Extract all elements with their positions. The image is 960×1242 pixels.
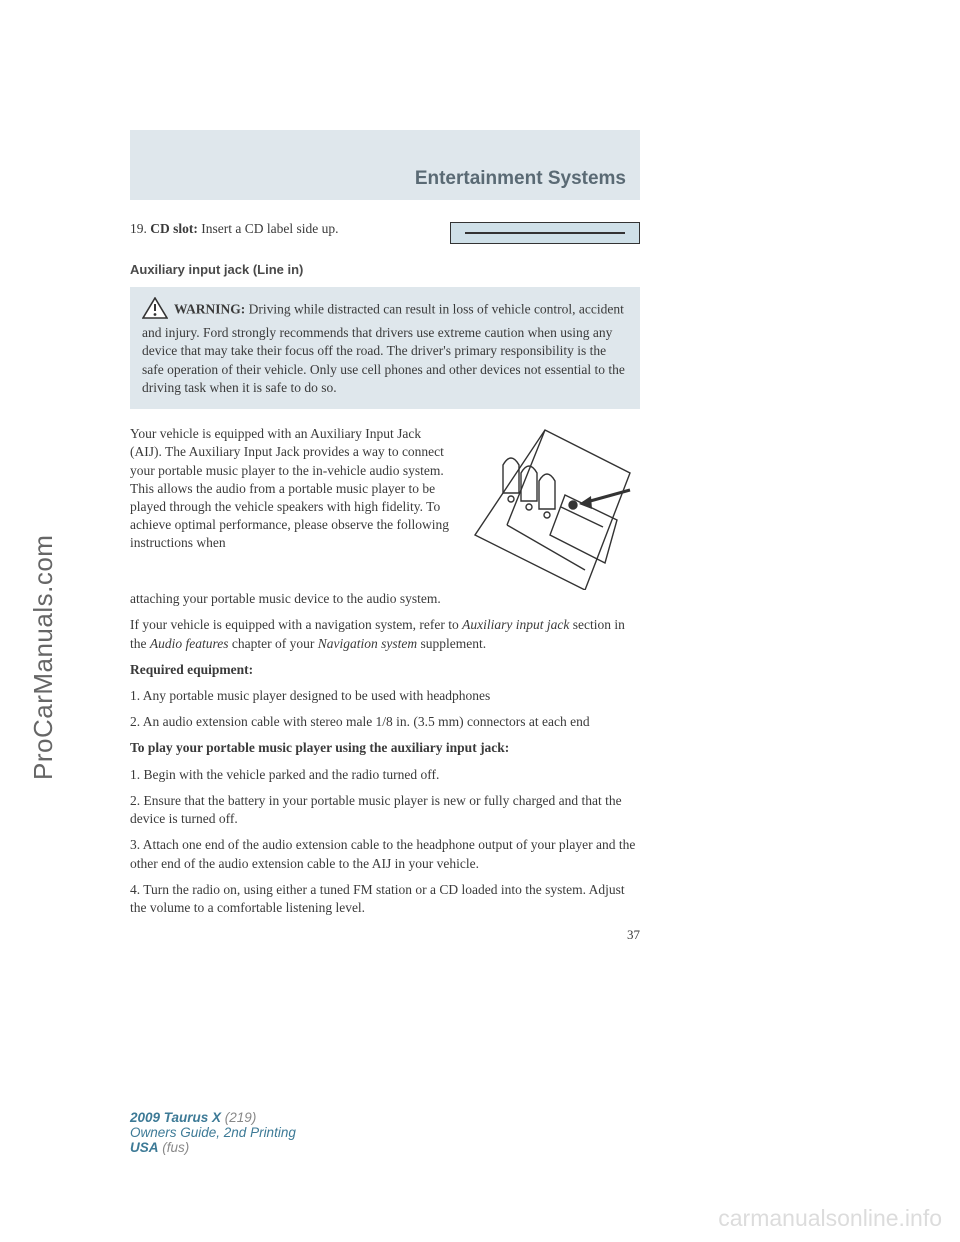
nav-post: supplement. <box>417 636 486 651</box>
nav-mid2: chapter of your <box>229 636 318 651</box>
item-19-rest: Insert a CD label side up. <box>198 221 339 236</box>
step-4: 4. Turn the radio on, using either a tun… <box>130 881 640 917</box>
nav-i3: Navigation system <box>318 636 417 651</box>
nav-note: If your vehicle is equipped with a navig… <box>130 616 640 652</box>
required-label-text: Required equipment: <box>130 662 253 677</box>
req-2: 2. An audio extension cable with stereo … <box>130 713 640 731</box>
cd-slot-icon <box>450 222 640 244</box>
aux-heading: Auxiliary input jack (Line in) <box>130 262 640 277</box>
play-label: To play your portable music player using… <box>130 739 640 757</box>
side-watermark: ProCarManuals.com <box>28 535 59 780</box>
footer-fus: (fus) <box>159 1140 190 1155</box>
section-title: Entertainment Systems <box>415 168 626 190</box>
aij-diagram-icon <box>465 425 640 590</box>
warning-triangle-icon <box>142 297 168 324</box>
footer-guide: Owners Guide, 2nd Printing <box>130 1125 296 1140</box>
page-content: Entertainment Systems 19. CD slot: Inser… <box>130 130 640 943</box>
req-1: 1. Any portable music player designed to… <box>130 687 640 705</box>
page-number: 37 <box>130 927 640 943</box>
footer-model: 2009 Taurus X <box>130 1110 221 1125</box>
item-19-bold: CD slot: <box>150 221 198 236</box>
item-19-row: 19. CD slot: Insert a CD label side up. <box>130 220 640 244</box>
nav-pre: If your vehicle is equipped with a navig… <box>130 617 462 632</box>
warning-box: WARNING: Driving while distracted can re… <box>130 287 640 409</box>
warning-label: WARNING: <box>174 302 245 317</box>
nav-i1: Auxiliary input jack <box>462 617 569 632</box>
bottom-watermark: carmanualsonline.info <box>718 1205 942 1232</box>
footer-country: USA <box>130 1140 159 1155</box>
nav-i2: Audio features <box>150 636 229 651</box>
step-3: 3. Attach one end of the audio extension… <box>130 836 640 872</box>
item-19-prefix: 19. <box>130 221 147 236</box>
footer-model-code: (219) <box>221 1110 256 1125</box>
step-2: 2. Ensure that the battery in your porta… <box>130 792 640 828</box>
aij-intro-tail: attaching your portable music device to … <box>130 590 640 608</box>
required-label: Required equipment: <box>130 661 640 679</box>
item-19-text: 19. CD slot: Insert a CD label side up. <box>130 220 430 244</box>
footer: 2009 Taurus X (219) Owners Guide, 2nd Pr… <box>130 1110 296 1155</box>
header-band: Entertainment Systems <box>130 130 640 200</box>
step-1: 1. Begin with the vehicle parked and the… <box>130 766 640 784</box>
aij-intro-wrapped: Your vehicle is equipped with an Auxilia… <box>130 425 449 590</box>
aij-block: Your vehicle is equipped with an Auxilia… <box>130 425 640 590</box>
play-label-text: To play your portable music player using… <box>130 740 509 755</box>
